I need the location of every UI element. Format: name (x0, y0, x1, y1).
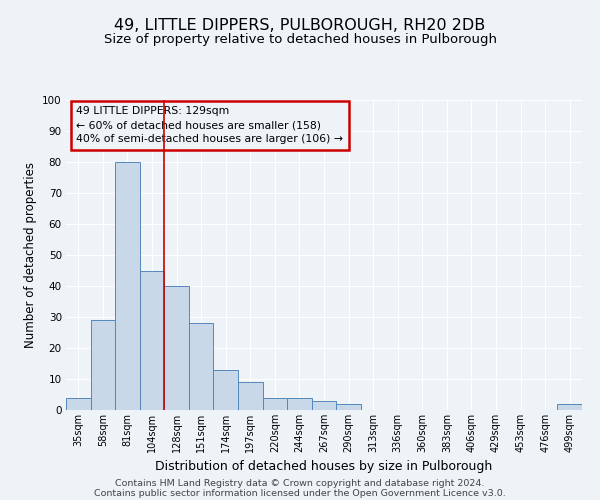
X-axis label: Distribution of detached houses by size in Pulborough: Distribution of detached houses by size … (155, 460, 493, 473)
Bar (189, 323, 214, 410)
Bar (312, 400, 336, 410)
Y-axis label: Number of detached properties: Number of detached properties (23, 162, 37, 348)
Bar (115, 162, 140, 410)
Bar (287, 398, 312, 410)
Bar (214, 370, 238, 410)
Bar (140, 270, 164, 410)
Text: 49 LITTLE DIPPERS: 129sqm
← 60% of detached houses are smaller (158)
40% of semi: 49 LITTLE DIPPERS: 129sqm ← 60% of detac… (76, 106, 343, 144)
Bar (557, 404, 582, 410)
Bar (336, 404, 361, 410)
Text: Size of property relative to detached houses in Pulborough: Size of property relative to detached ho… (104, 32, 497, 46)
Bar (263, 398, 287, 410)
Text: Contains public sector information licensed under the Open Government Licence v3: Contains public sector information licen… (94, 488, 506, 498)
Bar (164, 286, 189, 410)
Bar (91, 320, 115, 410)
Bar (66, 398, 91, 410)
Text: Contains HM Land Registry data © Crown copyright and database right 2024.: Contains HM Land Registry data © Crown c… (115, 478, 485, 488)
Bar (238, 382, 263, 410)
Text: 49, LITTLE DIPPERS, PULBOROUGH, RH20 2DB: 49, LITTLE DIPPERS, PULBOROUGH, RH20 2DB (115, 18, 485, 32)
